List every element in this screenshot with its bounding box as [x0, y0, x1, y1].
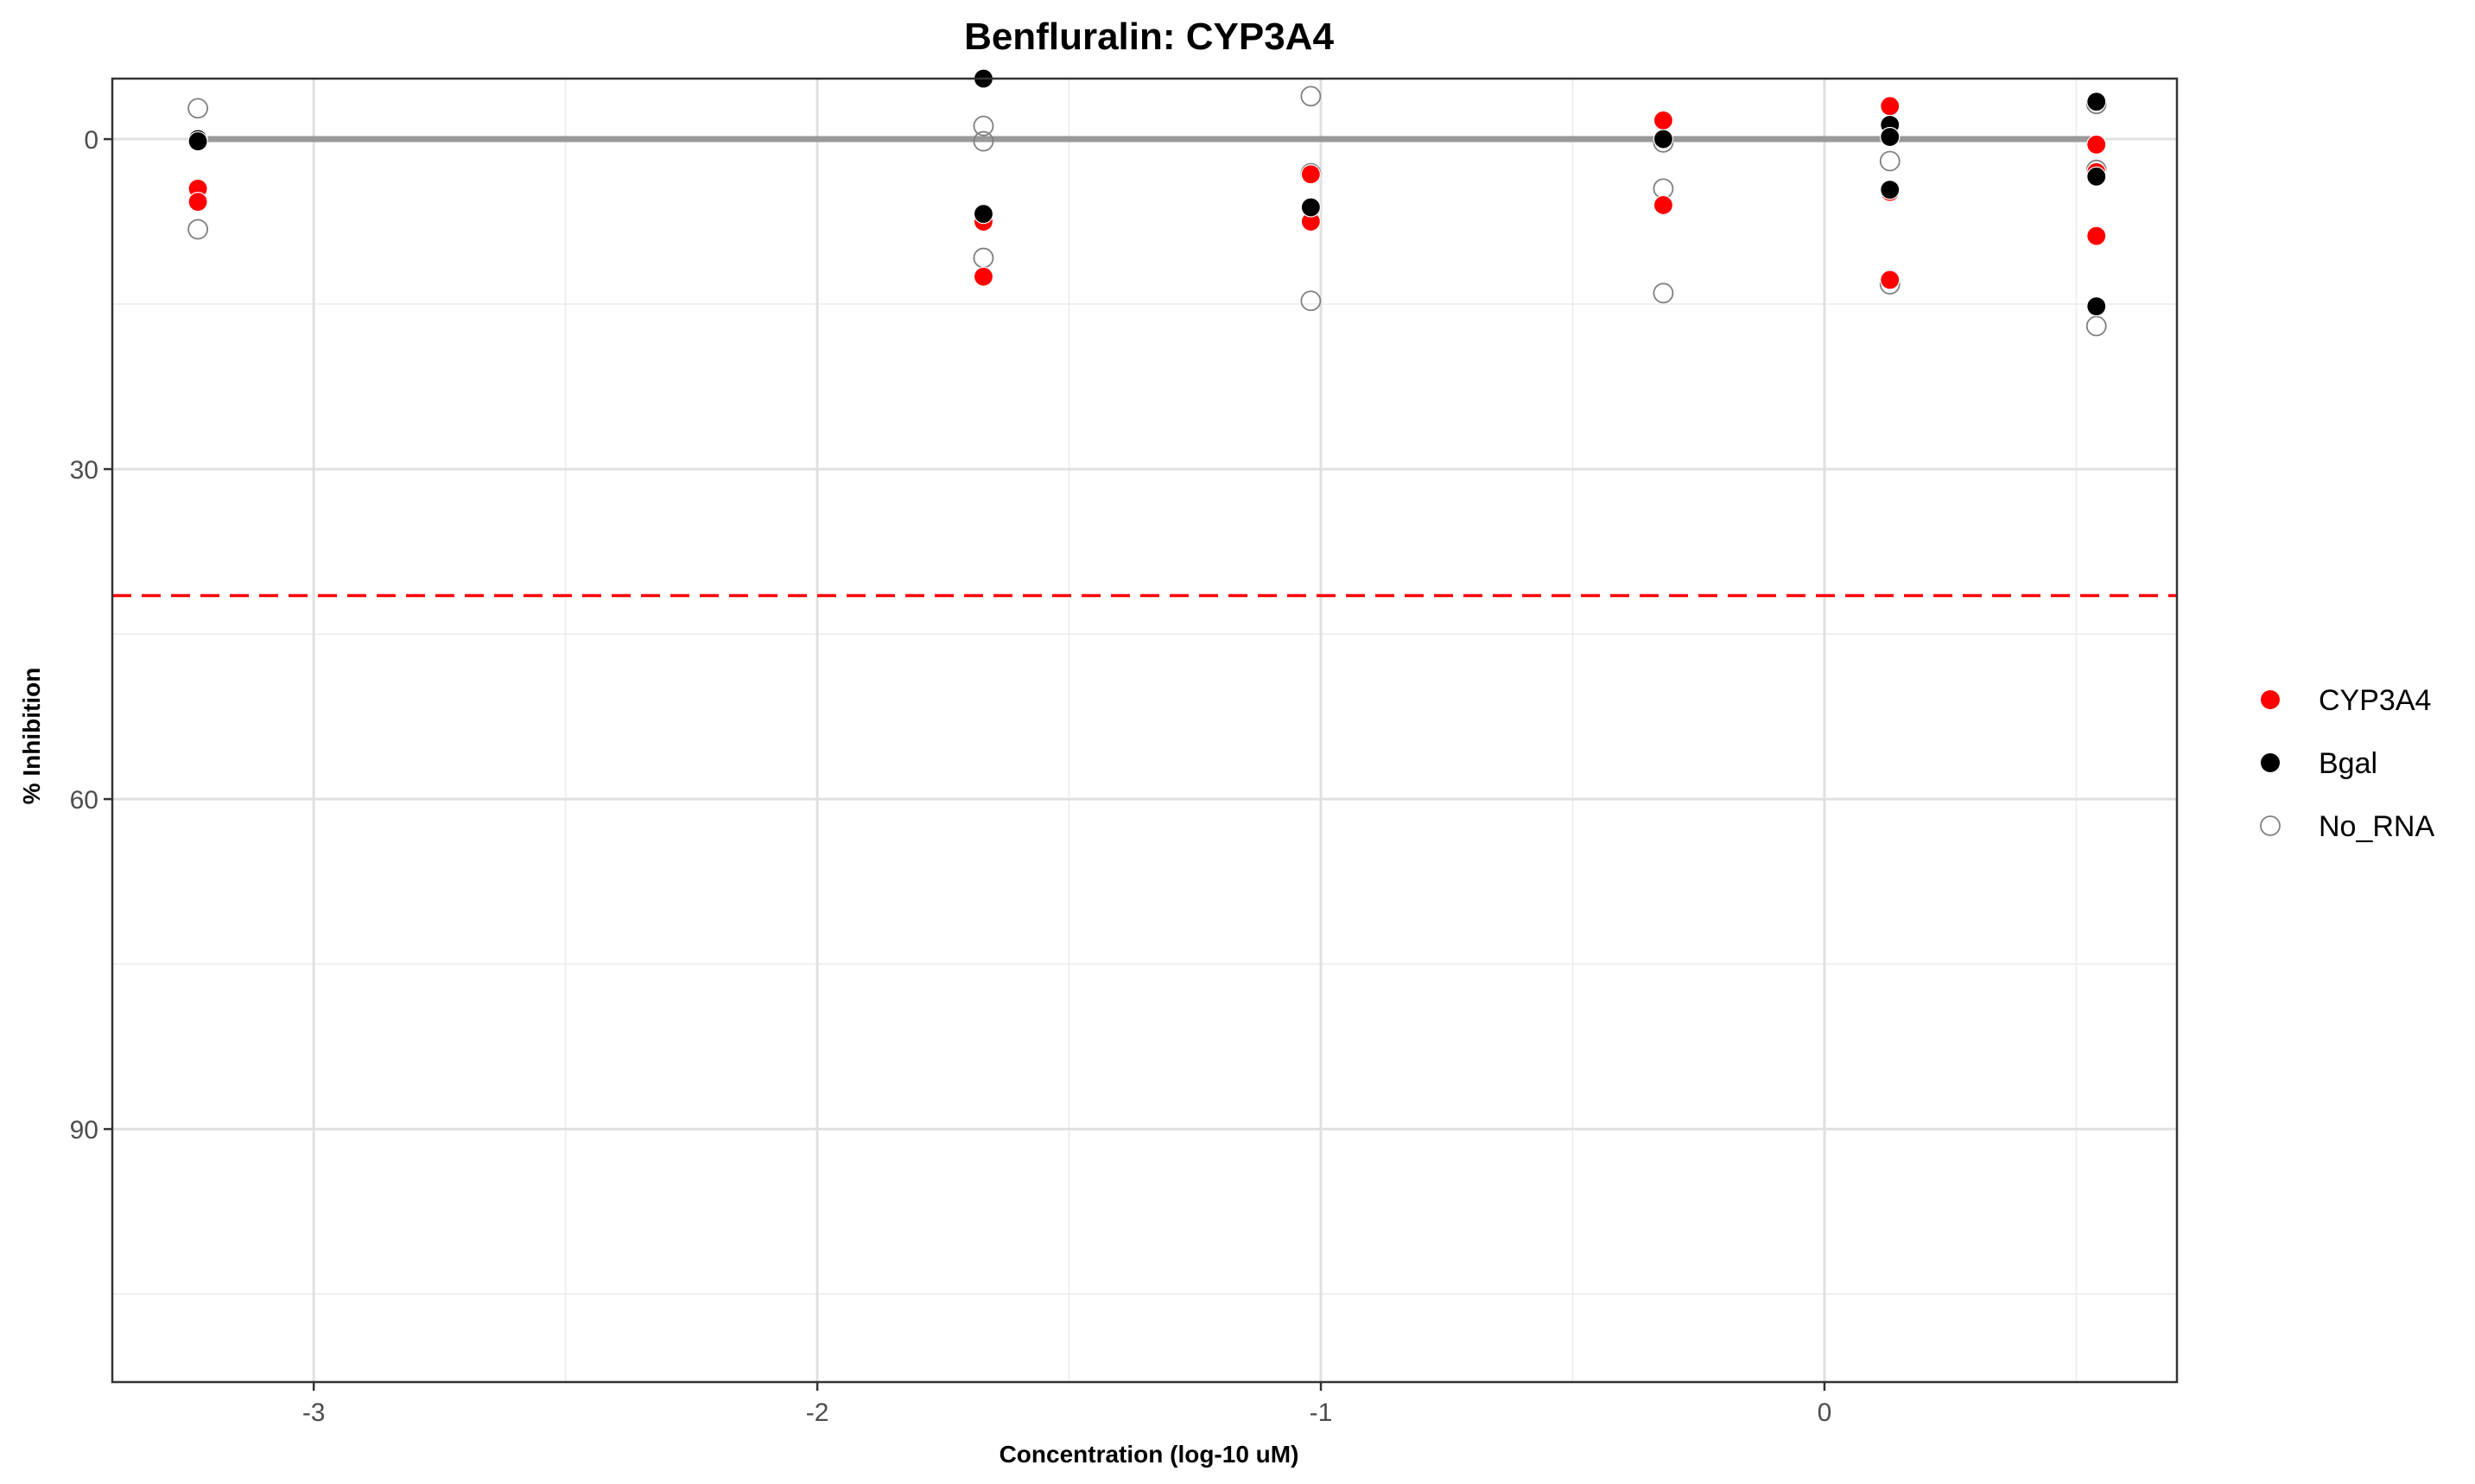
- y-axis-title: % Inhibition: [18, 668, 45, 805]
- x-tick-label: -1: [1310, 1398, 1333, 1427]
- y-tick-label: 30: [70, 456, 98, 485]
- no-rna-point: [187, 98, 208, 119]
- no-rna-point: [2085, 315, 2107, 337]
- cyp3a4-point: [1653, 194, 1674, 216]
- legend-label-no-rna: No_RNA: [2319, 810, 2434, 843]
- bgal-point: [187, 130, 208, 152]
- no-rna-point: [1300, 290, 1322, 312]
- x-axis-title: Concentration (log-10 uM): [1000, 1441, 1299, 1468]
- no-rna-point: [973, 130, 994, 152]
- cyp3a4-point: [187, 192, 208, 212]
- cyp3a4-point: [1300, 164, 1321, 185]
- bgal-point: [2086, 295, 2107, 317]
- legend-key-no-rna: [2260, 815, 2281, 836]
- x-tick-label: -2: [806, 1398, 829, 1427]
- minor-gridlines: [112, 79, 2177, 1382]
- y-tick-label: 90: [70, 1116, 98, 1145]
- no-rna-point: [187, 219, 208, 240]
- cyp3a4-point: [1880, 96, 1901, 117]
- cyp3a4-point: [2086, 134, 2107, 155]
- no-rna-point: [1653, 282, 1674, 304]
- x-axis-ticks: -3 -2 -1 0: [302, 1382, 1831, 1427]
- legend-key-cyp3a4: [2261, 690, 2280, 709]
- cyp3a4-point: [2086, 225, 2107, 246]
- legend-label-bgal: Bgal: [2319, 747, 2377, 780]
- bgal-point: [2086, 166, 2107, 187]
- bgal-point: [1300, 197, 1321, 218]
- y-tick-label: 60: [70, 786, 98, 815]
- no-rna-point: [1300, 86, 1322, 107]
- bgal-point: [1880, 180, 1901, 200]
- no-rna-point: [973, 115, 994, 136]
- cyp3a4-point: [973, 266, 994, 287]
- cyp3a4-point: [1880, 270, 1901, 290]
- y-axis-ticks: 0 30 60 90: [70, 126, 112, 1145]
- legend: CYP3A4 Bgal No_RNA: [2260, 684, 2434, 843]
- plot-panel-border: [111, 77, 2179, 1384]
- bgal-point: [1653, 129, 1674, 149]
- bgal-point: [1880, 126, 1901, 148]
- bgal-point: [973, 204, 994, 225]
- no-rna-point: [1879, 150, 1901, 172]
- x-tick-label: -3: [302, 1398, 326, 1427]
- cyp3a4-point: [1653, 110, 1674, 130]
- y-tick-label: 0: [84, 126, 98, 155]
- bgal-point: [2086, 92, 2107, 112]
- legend-label-cyp3a4: CYP3A4: [2319, 684, 2431, 717]
- legend-key-bgal: [2261, 753, 2280, 772]
- x-tick-label: 0: [1818, 1398, 1832, 1427]
- data-points: [187, 68, 2107, 337]
- chart-title: Benfluralin: CYP3A4: [964, 16, 1334, 58]
